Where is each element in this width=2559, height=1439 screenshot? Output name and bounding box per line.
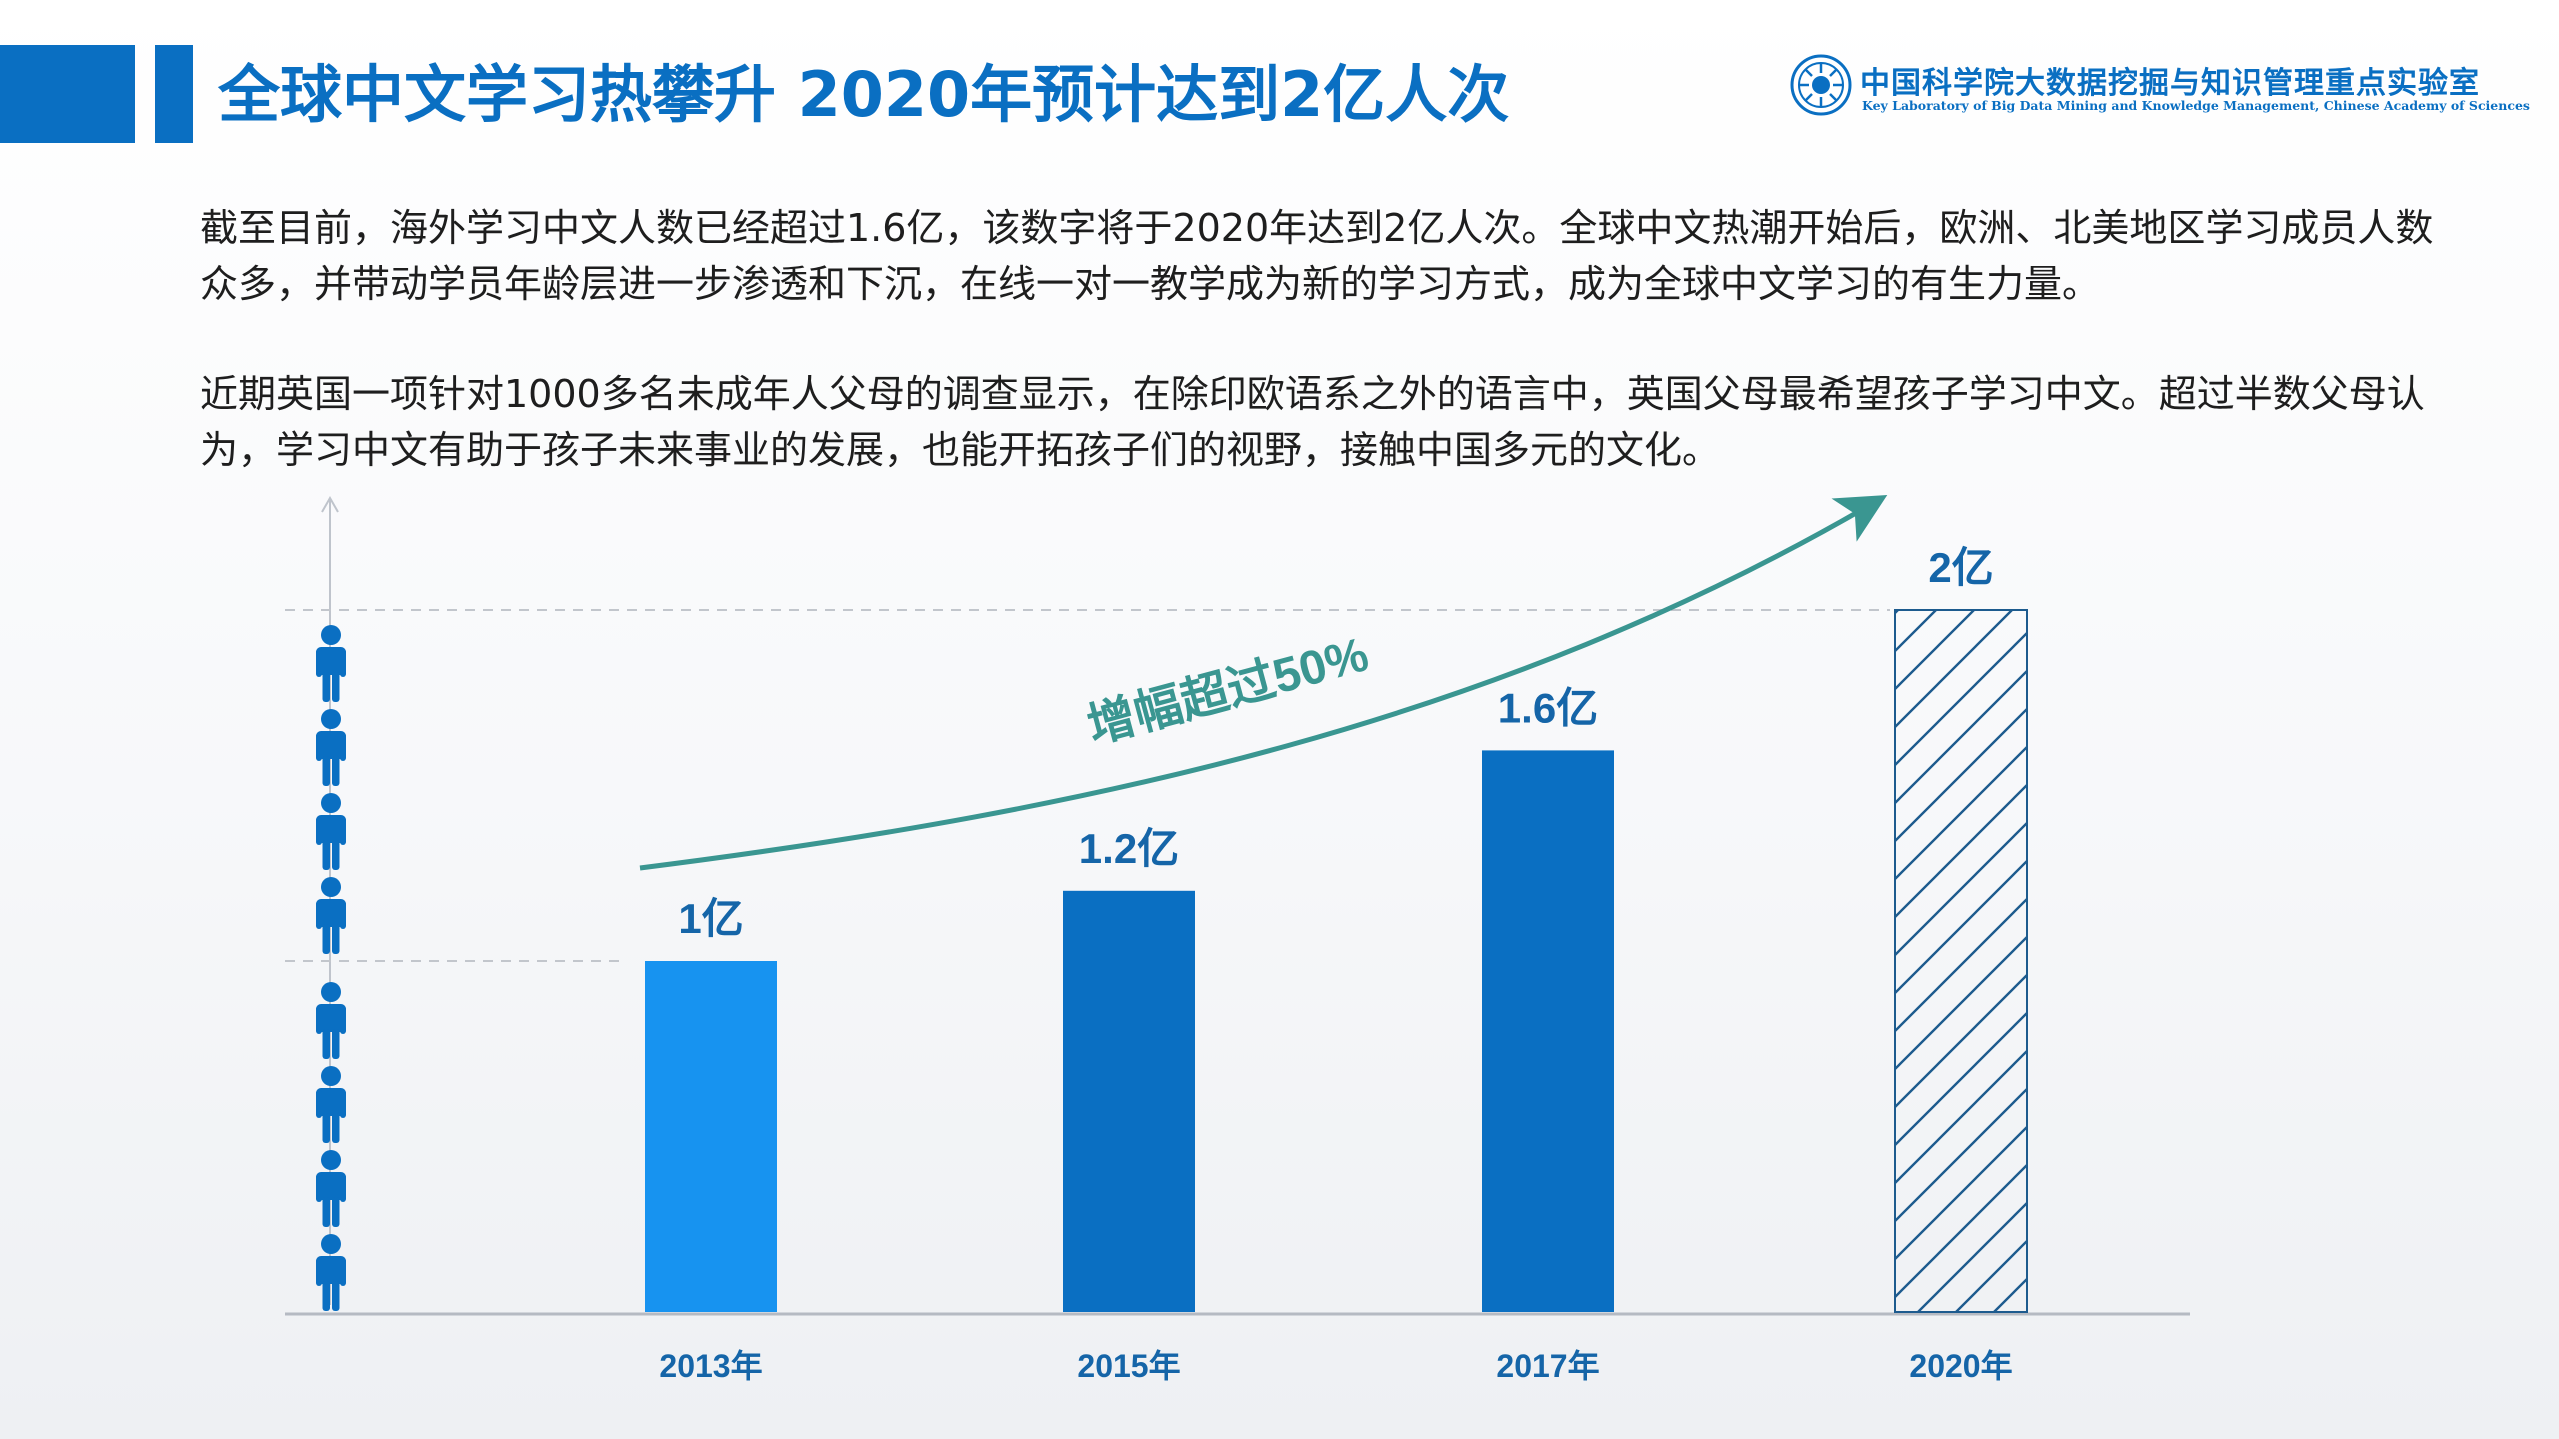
bar-value-label: 1.6亿 [1498,684,1598,731]
growth-trend-arrow [639,494,1888,871]
bar-value-label: 1.2亿 [1079,825,1179,872]
lab-name-english: Key Laboratory of Big Data Mining and Kn… [1862,98,2530,113]
bar-value-label: 1亿 [678,895,743,942]
cas-emblem-icon [1790,54,1852,116]
page-title: 全球中文学习热攀升 2020年预计达到2亿人次 [218,58,1510,131]
bar-2013年 [645,961,777,1312]
bar-2015年 [1063,890,1195,1312]
lab-name-chinese: 中国科学院大数据挖掘与知识管理重点实验室 [1860,66,2480,101]
x-tick-label: 2013年 [659,1348,762,1384]
intro-paragraph: 截至目前，海外学习中文人数已经超过1.6亿，该数字将于2020年达到2亿人次。全… [200,206,2434,306]
x-tick-label: 2017年 [1496,1348,1599,1384]
header-accent-block [0,45,135,143]
x-tick-label: 2015年 [1077,1348,1180,1384]
bar-2017年 [1482,750,1614,1312]
bar-2020年 [1894,609,2028,1313]
header-accent-stripe [155,45,193,143]
lab-logo: 中国科学院大数据挖掘与知识管理重点实验室 Key Laboratory of B… [1790,54,2540,124]
y-axis-arrow-icon [321,495,339,513]
survey-paragraph: 近期英国一项针对1000多名未成年人父母的调查显示，在除印欧语系之外的语言中，英… [200,372,2425,472]
x-tick-label: 2020年 [1909,1348,2012,1384]
bar-value-label: 2亿 [1928,544,1993,591]
